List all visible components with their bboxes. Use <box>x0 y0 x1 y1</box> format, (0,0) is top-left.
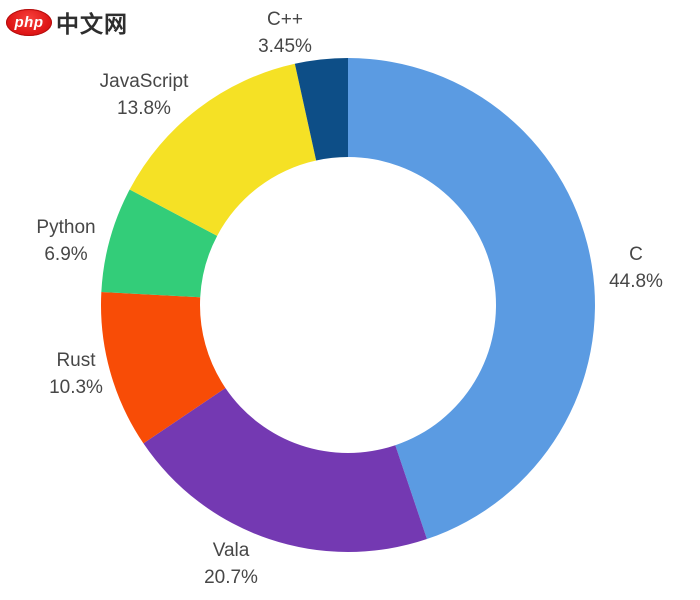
site-logo[interactable]: php 中文网 <box>6 5 128 39</box>
php-logo-badge: php <box>6 8 52 36</box>
slice-c <box>348 58 595 540</box>
slice-rust <box>100 292 226 444</box>
site-logo-text: 中文网 <box>56 11 128 37</box>
slice-javascript <box>129 63 317 236</box>
slice-vala <box>143 387 427 552</box>
slice-cplusplus <box>294 58 348 161</box>
slice-python <box>101 189 218 298</box>
